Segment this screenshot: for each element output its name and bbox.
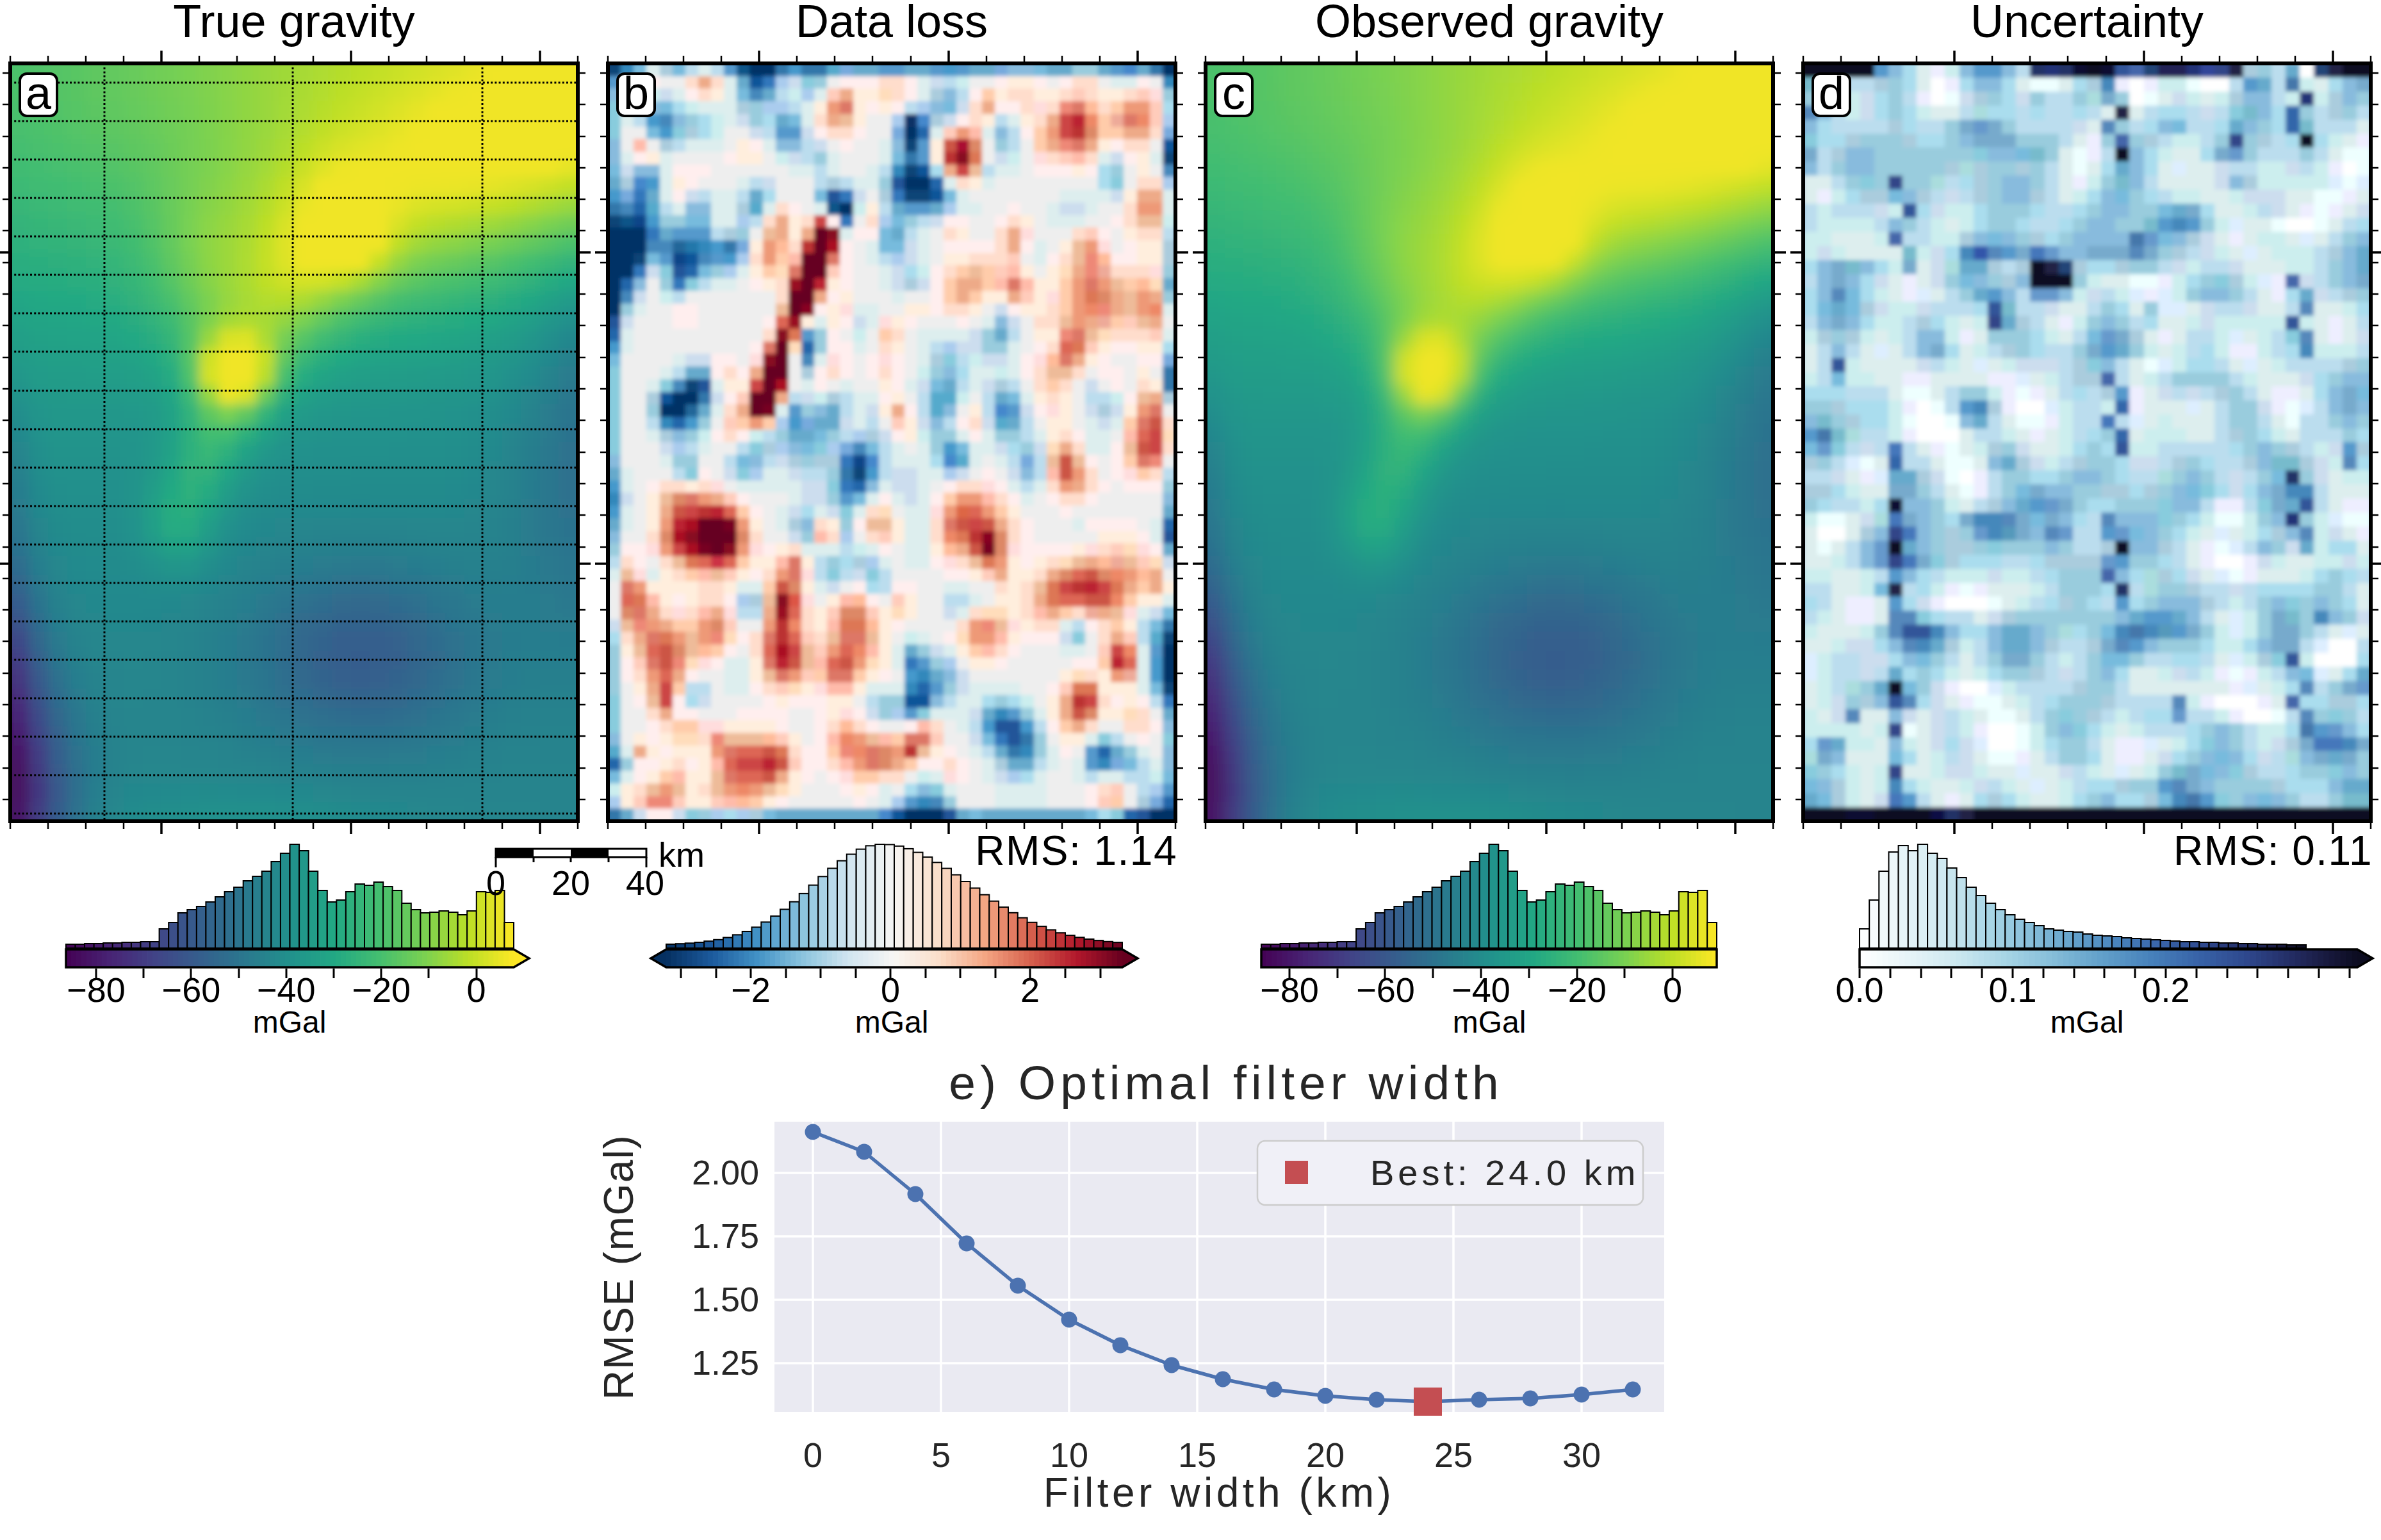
svg-text:Observed gravity: Observed gravity <box>1315 0 1664 47</box>
svg-text:km: km <box>659 835 705 874</box>
svg-text:−80: −80 <box>1260 971 1319 1009</box>
svg-text:RMS: 0.11: RMS: 0.11 <box>2173 828 2373 874</box>
svg-text:e) Optimal filter width: e) Optimal filter width <box>949 1056 1503 1110</box>
svg-text:mGal: mGal <box>2050 1005 2124 1039</box>
svg-text:30: 30 <box>1562 1436 1601 1474</box>
svg-text:1.75: 1.75 <box>692 1216 759 1255</box>
svg-text:−40: −40 <box>1452 971 1510 1009</box>
svg-text:mGal: mGal <box>1453 1005 1526 1039</box>
svg-text:5: 5 <box>931 1436 951 1474</box>
svg-text:0: 0 <box>467 971 486 1009</box>
svg-text:25: 25 <box>1434 1436 1473 1474</box>
svg-text:Uncertainty: Uncertainty <box>1970 0 2204 47</box>
svg-text:1.50: 1.50 <box>692 1280 759 1318</box>
svg-text:−80: −80 <box>67 971 126 1009</box>
svg-text:Data loss: Data loss <box>796 0 988 47</box>
svg-text:RMS: 1.14: RMS: 1.14 <box>975 828 1177 874</box>
svg-text:mGal: mGal <box>253 1005 327 1039</box>
svg-text:Filter width (km): Filter width (km) <box>1043 1470 1395 1516</box>
svg-text:−60: −60 <box>1356 971 1415 1009</box>
svg-text:Best: 24.0 km: Best: 24.0 km <box>1370 1152 1639 1193</box>
svg-text:2: 2 <box>1020 971 1040 1009</box>
svg-text:0: 0 <box>486 864 505 902</box>
svg-text:mGal: mGal <box>855 1005 929 1039</box>
svg-text:−20: −20 <box>1548 971 1607 1009</box>
svg-text:−60: −60 <box>162 971 221 1009</box>
svg-text:20: 20 <box>552 864 590 902</box>
svg-text:10: 10 <box>1050 1436 1088 1474</box>
svg-text:−20: −20 <box>352 971 411 1009</box>
svg-text:15: 15 <box>1178 1436 1216 1474</box>
svg-text:RMSE (mGal): RMSE (mGal) <box>596 1135 642 1400</box>
svg-text:0: 0 <box>1663 971 1682 1009</box>
svg-text:−40: −40 <box>257 971 316 1009</box>
svg-text:d: d <box>1819 67 1844 119</box>
svg-text:0.0: 0.0 <box>1835 971 1883 1009</box>
svg-text:0.2: 0.2 <box>2141 971 2189 1009</box>
svg-text:b: b <box>623 67 649 119</box>
svg-text:−2: −2 <box>731 971 771 1009</box>
svg-text:0.1: 0.1 <box>1988 971 2036 1009</box>
svg-text:20: 20 <box>1306 1436 1345 1474</box>
svg-text:True gravity: True gravity <box>173 0 414 47</box>
svg-text:a: a <box>26 67 52 119</box>
svg-text:0: 0 <box>803 1436 822 1474</box>
svg-text:1.25: 1.25 <box>692 1343 759 1382</box>
svg-text:0: 0 <box>881 971 900 1009</box>
svg-text:2.00: 2.00 <box>692 1153 759 1192</box>
svg-text:c: c <box>1222 67 1245 119</box>
